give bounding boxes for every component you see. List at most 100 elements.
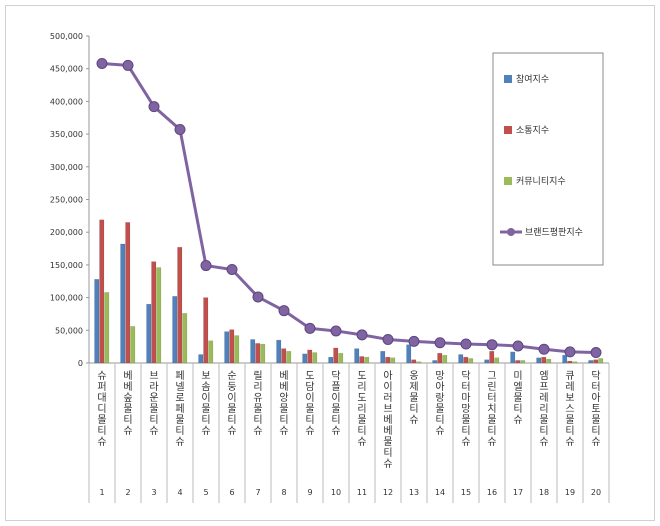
bar-2-3	[151, 261, 157, 364]
bar-1-16	[484, 359, 490, 364]
bar-3-8	[286, 350, 292, 364]
bar-2-1	[99, 219, 105, 364]
category-number-label: 6	[229, 488, 234, 497]
bar-2-2	[125, 222, 131, 364]
chart-canvas: 0 50,000 100,000 150,000 200,000 250,000 300,0…	[50, 32, 610, 503]
bar-3-15	[468, 358, 474, 364]
bar-2-6	[229, 329, 235, 364]
y-tick-label: 50,000	[55, 326, 83, 335]
bar-2-14	[437, 352, 443, 364]
y-tick-label: 500,000	[50, 32, 83, 41]
bar-1-8	[276, 339, 282, 364]
bar-1-17	[510, 351, 516, 364]
y-tick-label: 0	[78, 359, 83, 368]
line-point-19	[564, 346, 576, 358]
legend-label-4: 브랜드평판지수	[525, 227, 583, 238]
bar-2-5	[203, 297, 209, 364]
category-number-label: 5	[203, 488, 208, 497]
bar-1-3	[146, 303, 152, 364]
bar-2-11	[359, 356, 365, 364]
bar-2-16	[489, 350, 495, 364]
category-number-label: 20	[591, 488, 601, 497]
category-labels: 슈 퍼 대 디 몰 티 슈 1 베 베 숲 물 티 슈 2 브 라 운 물 티 슈 3 페 넬 로 페 물 티 슈 4 보 솜 이 물 티 슈 5 순 둥 이…	[97, 369, 601, 497]
y-tick-label: 250,000	[50, 196, 83, 205]
line-point-1	[96, 57, 108, 69]
y-tick-label: 100,000	[50, 294, 83, 303]
bar-3-18	[546, 358, 552, 364]
bar-2-15	[463, 356, 469, 364]
line-point-17	[512, 340, 524, 352]
bar-2-18	[541, 356, 547, 364]
y-tick-label: 450,000	[50, 65, 83, 74]
category-number-label: 16	[487, 488, 497, 497]
category-number-label: 12	[383, 488, 393, 497]
category-number-label: 10	[331, 488, 341, 497]
line-series	[96, 57, 602, 359]
category-number-label: 11	[357, 488, 367, 497]
bar-3-9	[312, 352, 318, 364]
line-point-2	[122, 59, 134, 71]
bar-3-12	[390, 357, 396, 364]
line-point-6	[226, 263, 238, 275]
bar-1-11	[354, 348, 360, 364]
bar-2-19	[567, 360, 573, 364]
y-tick-label: 200,000	[50, 228, 83, 237]
bar-3-11	[364, 356, 370, 364]
line-point-14	[434, 337, 446, 349]
legend-label-3: 커뮤니티지수	[516, 176, 566, 187]
line-point-20	[590, 347, 602, 359]
bar-1-5	[198, 354, 204, 364]
bar-3-14	[442, 354, 448, 364]
bar-series	[94, 219, 604, 364]
line-point-9	[304, 322, 316, 334]
bar-1-14	[432, 360, 438, 364]
legend-marker	[507, 228, 515, 236]
y-tick-label: 150,000	[50, 261, 83, 270]
y-tick-label: 400,000	[50, 97, 83, 106]
category-number-label: 15	[461, 488, 471, 497]
line-point-12	[382, 333, 394, 345]
category-number-label: 2	[125, 488, 130, 497]
line-point-15	[460, 338, 472, 350]
bar-3-5	[208, 340, 214, 364]
category-number-label: 17	[513, 488, 523, 497]
legend-label-2: 소통지수	[516, 125, 549, 136]
bar-2-17	[515, 360, 521, 364]
legend-label-1: 참여지수	[516, 73, 549, 85]
bar-2-7	[255, 343, 261, 364]
category-number-label: 9	[307, 488, 312, 497]
line-point-3	[148, 101, 160, 113]
axes: 0 50,000 100,000 150,000 200,000 250,000 300,0…	[50, 32, 610, 503]
legend-swatch-1	[504, 75, 512, 83]
line-point-10	[330, 325, 342, 337]
category-number-label: 14	[435, 488, 445, 497]
category-number-label: 19	[565, 488, 575, 497]
bar-2-13	[411, 359, 417, 364]
line-point-13	[408, 335, 420, 347]
line-point-4	[174, 124, 186, 136]
bar-1-19	[562, 354, 568, 364]
category-number-label: 18	[539, 488, 549, 497]
category-number-label: 4	[177, 488, 182, 497]
bar-3-7	[260, 343, 266, 364]
line-point-16	[486, 339, 498, 351]
bar-3-16	[494, 357, 500, 364]
category-number-label: 13	[409, 488, 419, 497]
line-point-7	[252, 291, 264, 303]
bar-1-1	[94, 279, 100, 364]
category-number-label: 1	[99, 488, 104, 497]
